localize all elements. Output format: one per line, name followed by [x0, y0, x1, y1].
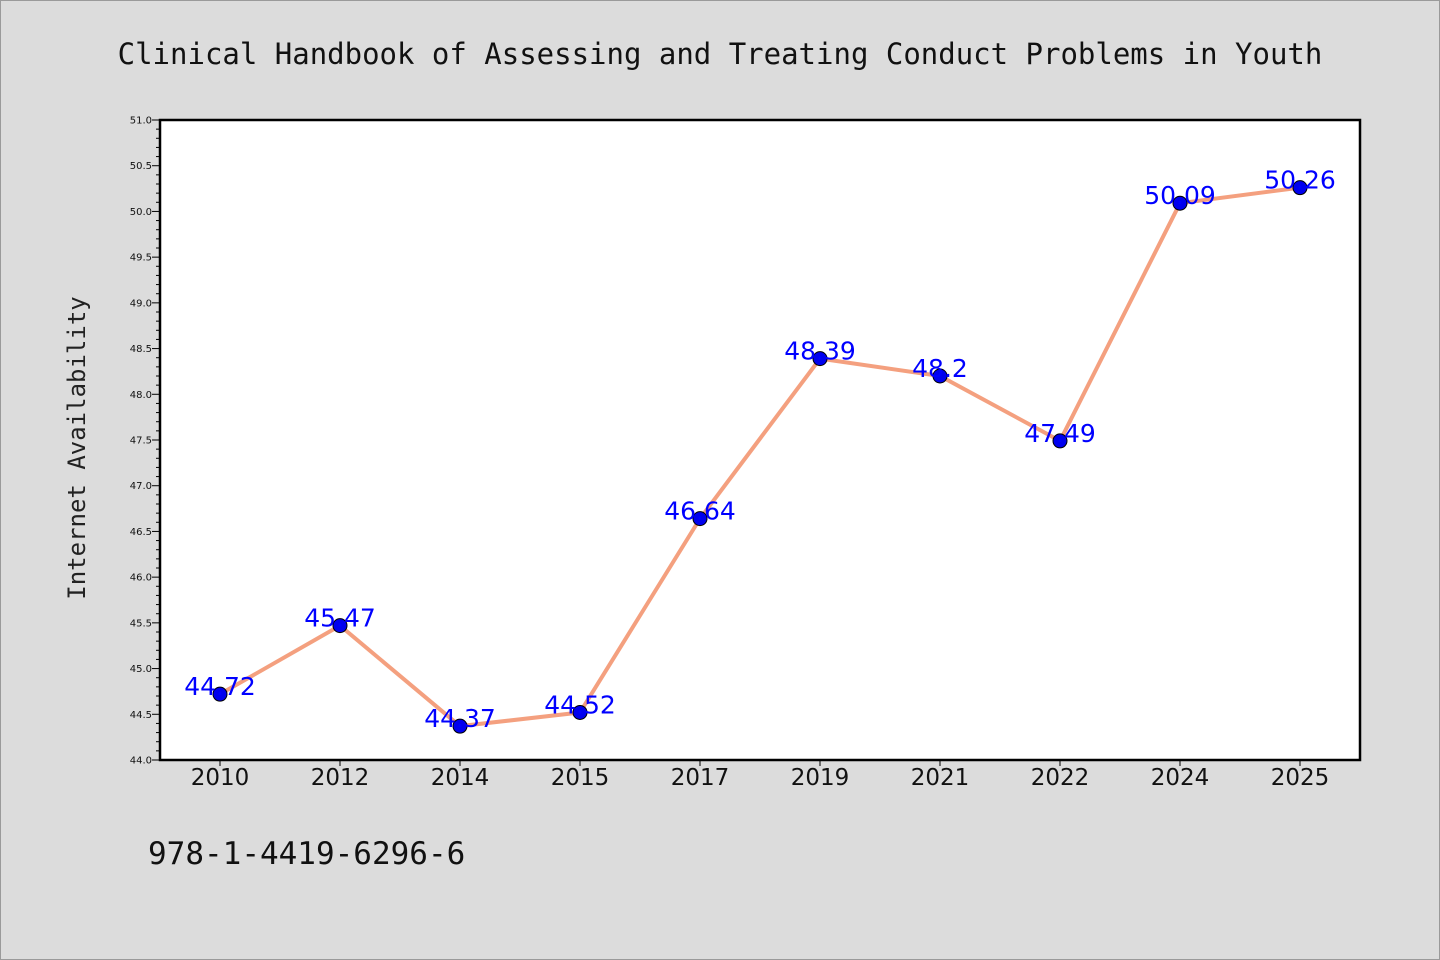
data-point	[572, 704, 588, 720]
x-tick-label: 2022	[1031, 765, 1090, 791]
y-tick-label: 47.0	[130, 481, 152, 492]
y-tick-label: 48.0	[130, 390, 152, 401]
data-label: 44.72	[184, 672, 256, 701]
y-tick-label: 51.0	[130, 116, 152, 127]
y-tick-label: 46.5	[130, 527, 152, 538]
data-label: 46.64	[664, 497, 736, 526]
data-point	[812, 351, 828, 367]
data-label: 45.47	[304, 604, 376, 633]
data-point	[1172, 195, 1188, 211]
data-label: 50.26	[1264, 166, 1336, 195]
x-tick-label: 2010	[191, 765, 250, 791]
data-label: 44.37	[424, 704, 496, 733]
y-tick-label: 49.0	[130, 298, 152, 309]
series-line	[219, 185, 1301, 729]
y-tick-label: 47.5	[130, 436, 152, 447]
x-tick-label: 2019	[791, 765, 850, 791]
x-axis-ticks: 2010 2012 2014 2015 2017 2019 2021 2022 2024 2025	[191, 760, 1330, 791]
data-label: 44.52	[544, 690, 616, 719]
data-point	[1292, 180, 1308, 196]
y-tick-label: 46.0	[130, 573, 152, 584]
y-tick-label: 50.0	[130, 207, 152, 218]
y-tick-label: 45.0	[130, 664, 152, 675]
data-series	[212, 180, 1308, 734]
data-label: 48.2	[912, 354, 968, 383]
data-label: 50.09	[1144, 181, 1216, 210]
plot-area	[158, 118, 1362, 762]
y-tick-label: 44.0	[130, 756, 152, 767]
isbn-annotation: 978-1-4419-6296-6	[148, 836, 465, 872]
data-point	[452, 718, 468, 734]
y-tick-label: 50.5	[130, 161, 152, 172]
x-tick-label: 2021	[911, 765, 970, 791]
y-tick-label: 49.5	[130, 253, 152, 264]
x-tick-label: 2012	[311, 765, 370, 791]
data-label: 48.39	[784, 337, 856, 366]
y-tick-label: 45.5	[130, 618, 152, 629]
y-tick-label: 48.5	[130, 344, 152, 355]
x-tick-label: 2015	[551, 765, 610, 791]
x-tick-label: 2025	[1271, 765, 1330, 791]
x-tick-label: 2014	[431, 765, 490, 791]
data-point	[332, 618, 348, 634]
x-tick-label: 2017	[671, 765, 730, 791]
x-tick-label: 2024	[1151, 765, 1210, 791]
data-point	[1052, 433, 1068, 449]
data-labels: 44.72 45.47 44.37 44.52 46.64 48.39 48.2 47.49 5…	[184, 166, 1336, 734]
chart-title: Clinical Handbook of Assessing and Treat…	[118, 37, 1323, 71]
y-axis-label: Internet Availability	[63, 296, 91, 599]
data-label: 47.49	[1024, 419, 1096, 448]
data-point	[212, 686, 228, 702]
y-tick-label: 44.5	[130, 710, 152, 721]
data-point	[692, 511, 708, 527]
y-axis-ticks: 44.0 44.5 45.0 45.5 46.0 46.5 47.0 47.5 48.0 48.5…	[130, 116, 160, 767]
data-point	[932, 368, 948, 384]
